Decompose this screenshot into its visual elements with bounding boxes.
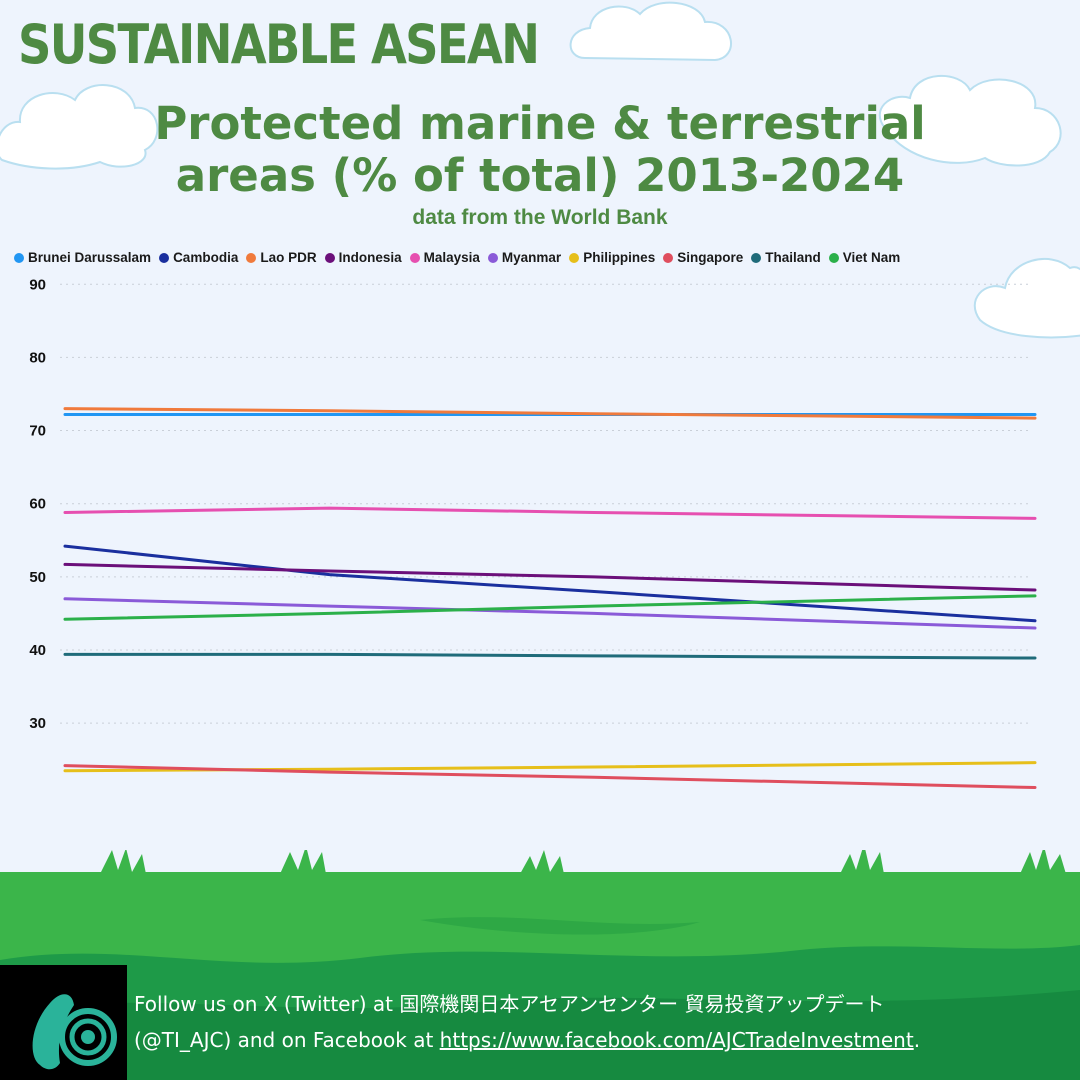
legend-swatch [324,252,335,263]
legend-label: Thailand [765,250,821,265]
legend-label: Malaysia [423,250,480,265]
series-line [63,594,1037,621]
footer-text: Follow us on X (Twitter) at 国際機関日本アセアンセン… [134,986,1054,1058]
legend-swatch [246,252,257,263]
brand-heading: SUSTAINABLE ASEAN [18,13,540,76]
y-tick-label: 90 [29,276,46,293]
logo-icon [32,994,117,1070]
legend-item: Myanmar [487,250,562,265]
y-tick-label: 70 [29,423,46,440]
legend-swatch [409,252,420,263]
series-line [63,506,1037,520]
y-tick-label: 40 [29,642,46,659]
chart-title: Protected marine & terrestrial areas (% … [60,98,1020,202]
legend-swatch [159,252,170,263]
legend-label: Lao PDR [260,250,317,265]
legend-label: Philippines [583,250,656,265]
legend-swatch [751,252,762,263]
series-line [63,562,1037,592]
legend-label: Singapore [677,250,744,265]
chart-legend: Brunei Darussalam Cambodia Lao PDR Indonesi… [14,250,900,265]
footer-line-2: (@TI_AJC) and on Facebook at https://www… [134,1022,1054,1058]
chart-title-line-2: areas (% of total) 2013-2024 [175,149,905,202]
clouds-decoration [0,1,1080,339]
legend-item: Viet Nam [828,250,901,265]
chart-title-line-1: Protected marine & terrestrial [154,97,926,150]
legend-item: Lao PDR [246,250,317,265]
facebook-link[interactable]: https://www.facebook.com/AJCTradeInvestm… [439,1028,914,1052]
legend-item: Indonesia [324,250,402,265]
legend-swatch [14,252,24,263]
logo-box [0,965,127,1080]
legend-label: Indonesia [338,250,402,265]
y-tick-label: 80 [29,349,46,366]
y-tick-label: 30 [29,715,46,732]
series-line [63,764,1037,790]
legend-swatch [569,252,580,263]
line-chart: 30405060708090100 [29,276,1037,790]
legend-item: Cambodia [159,250,238,265]
legend-label: Myanmar [501,250,562,265]
y-tick-label: 50 [29,569,46,586]
legend-item: Philippines [569,250,655,265]
series-line [63,597,1037,630]
legend-swatch [828,252,839,263]
footer-text-prefix: (@TI_AJC) and on Facebook at [134,1028,440,1052]
legend-label: Cambodia [173,250,239,265]
series-line [63,544,1037,623]
legend-item: Brunei Darussalam [14,250,151,265]
footer-text-suffix: . [913,1028,921,1052]
legend-label: Viet Nam [842,250,901,265]
series-line [63,652,1037,660]
legend-item: Thailand [751,250,821,265]
legend-label: Brunei Darussalam [28,250,152,265]
series-line [63,407,1037,420]
grass-decoration [0,850,1080,1080]
legend-swatch [487,252,498,263]
y-tick-label: 60 [29,496,46,513]
legend-item: Singapore [663,250,743,265]
footer-line-1: Follow us on X (Twitter) at 国際機関日本アセアンセン… [134,992,885,1016]
chart-subtitle: data from the World Bank [412,206,668,229]
legend-swatch [663,252,674,263]
legend-item: Malaysia [409,250,480,265]
